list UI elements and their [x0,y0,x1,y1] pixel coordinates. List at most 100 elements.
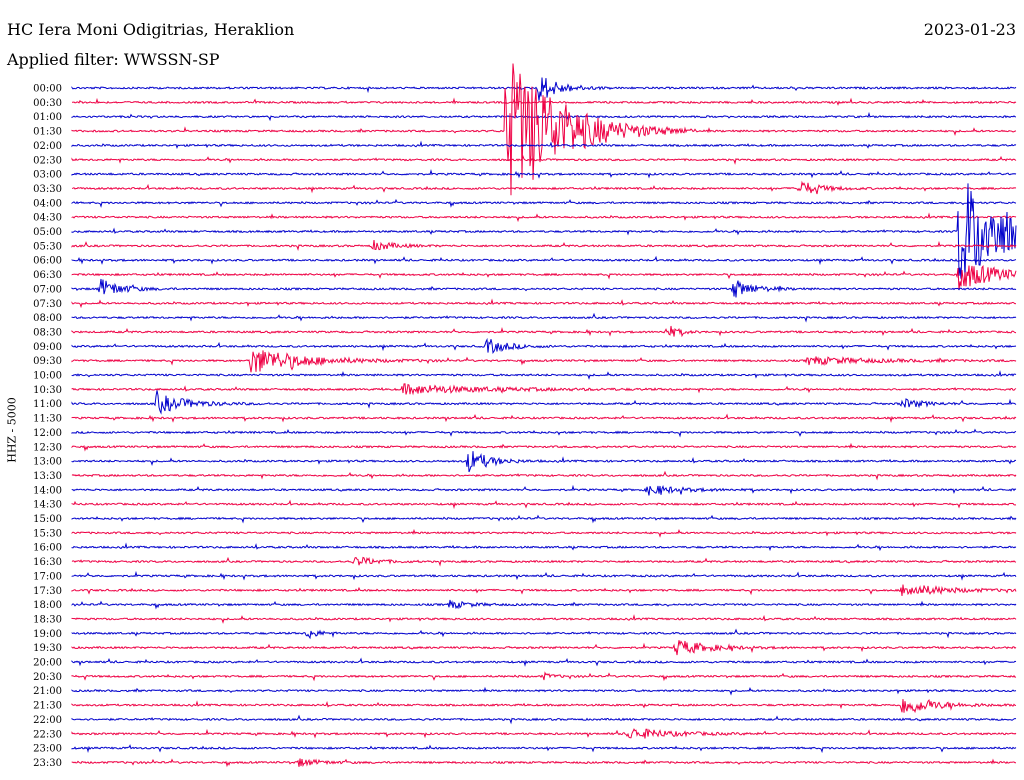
trace-line [71,312,1017,323]
row-time-label: 14:00 [33,485,62,496]
row-time-label: 04:30 [33,213,62,224]
trace-line [71,63,1017,196]
trace-line [71,390,1017,415]
row-time-label: 02:30 [33,155,62,166]
trace-line [71,155,1017,165]
row-time-label: 16:30 [33,557,62,568]
trace-line [71,428,1017,438]
row-time-label: 11:00 [33,399,62,410]
row-time-label: 06:00 [33,256,62,267]
trace-line [71,183,1017,279]
row-time-label: 23:30 [33,758,62,769]
trace-line [71,451,1017,473]
trace-line [71,325,1017,338]
trace-line [71,198,1017,208]
trace-line [71,350,1017,373]
row-time-label: 04:00 [33,198,62,209]
row-time-label: 05:30 [33,241,62,252]
record-date: 2023-01-23 [923,20,1016,39]
row-time-label: 20:00 [33,658,62,669]
row-time-label: 23:00 [33,744,62,755]
station-title: HC Iera Moni Odigitrias, Heraklion [7,20,295,39]
row-time-label: 16:00 [33,543,62,554]
trace-line [71,140,1017,150]
trace-line [71,337,1017,355]
row-time-label: 07:30 [33,299,62,310]
row-time-label: 03:00 [33,170,62,181]
row-time-label: 08:30 [33,327,62,338]
trace-line [71,640,1017,656]
row-time-label: 01:00 [33,112,62,123]
trace-line [71,628,1017,640]
trace-line [71,514,1017,524]
trace-line [71,255,1017,266]
row-time-label: 13:30 [33,471,62,482]
trace-line [71,470,1017,481]
trace-line [71,442,1017,452]
row-time-label: 07:00 [33,284,62,295]
row-time-label: 20:30 [33,672,62,683]
row-time-label: 10:00 [33,371,62,382]
row-time-label: 10:30 [33,385,62,396]
trace-line [71,528,1017,538]
row-time-label: 14:30 [33,500,62,511]
trace-line [71,542,1017,552]
trace-line [71,413,1017,424]
row-time-label: 08:00 [33,313,62,324]
trace-line [71,556,1017,567]
trace-line [71,370,1017,380]
row-time-label: 17:30 [33,586,62,597]
trace-line [71,584,1017,596]
trace-line [71,614,1017,624]
trace-line [71,77,1017,101]
trace-line [71,212,1017,223]
trace-line [71,298,1017,309]
trace-line [71,671,1017,682]
row-time-label: 21:30 [33,701,62,712]
row-time-label: 18:00 [33,600,62,611]
row-time-label: 03:30 [33,184,62,195]
row-time-label: 12:00 [33,428,62,439]
trace-line [71,383,1017,396]
trace-line [71,240,1017,251]
row-time-label: 11:30 [33,414,62,425]
trace-line [71,499,1017,510]
trace-line [71,180,1017,195]
trace-line [71,111,1017,122]
trace-line [71,484,1017,496]
row-time-label: 15:30 [33,528,62,539]
trace-line [71,97,1017,106]
row-time-label: 19:30 [33,643,62,654]
row-time-label: 06:30 [33,270,62,281]
trace-line [71,570,1017,581]
trace-line [71,657,1017,667]
row-time-label: 00:00 [33,84,62,95]
row-time-label: 09:00 [33,342,62,353]
trace-line [71,758,1016,768]
trace-line [71,699,1016,714]
row-time-label: 09:30 [33,356,62,367]
row-time-label: 05:00 [33,227,62,238]
row-time-label: 18:30 [33,614,62,625]
row-time-label: 19:00 [33,629,62,640]
row-time-label: 15:00 [33,514,62,525]
row-time-label: 02:00 [33,141,62,152]
trace-line [71,599,1017,610]
trace-line [71,265,1017,291]
row-time-label: 22:00 [33,715,62,726]
trace-line [71,714,1017,725]
row-time-label: 12:30 [33,442,62,453]
trace-line [71,686,1017,696]
trace-line [71,744,1017,754]
row-time-label: 13:00 [33,457,62,468]
trace-line [71,728,1017,739]
row-time-label: 22:30 [33,729,62,740]
trace-line [71,278,1017,298]
row-time-label: 17:00 [33,571,62,582]
trace-line [71,169,1017,179]
row-time-label: 01:30 [33,127,62,138]
row-time-label: 00:30 [33,98,62,109]
row-time-label: 21:00 [33,686,62,697]
